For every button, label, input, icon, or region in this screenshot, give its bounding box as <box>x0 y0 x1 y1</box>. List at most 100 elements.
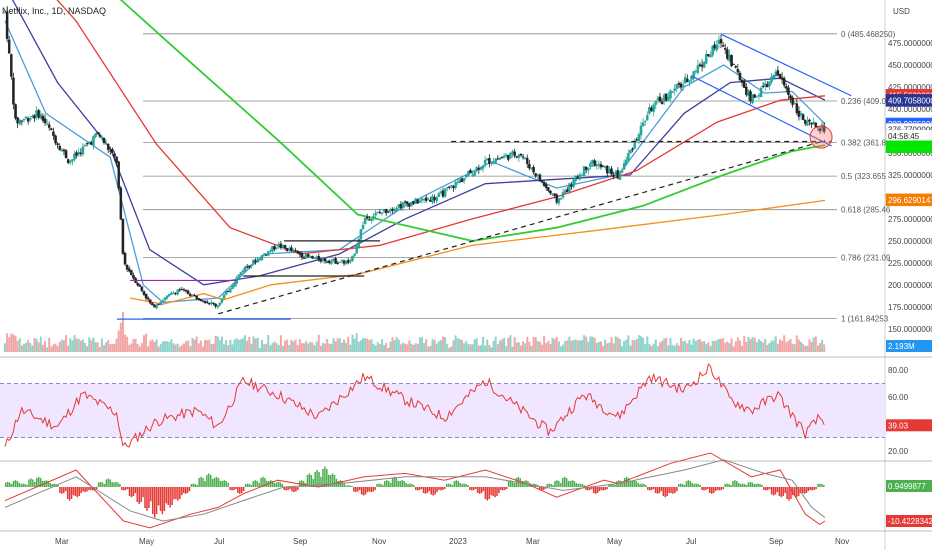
candle-body <box>397 204 401 208</box>
macd-histogram-bar <box>502 487 504 491</box>
macd-histogram-bar <box>260 477 262 487</box>
volume-bar <box>67 345 70 352</box>
volume-bar <box>353 338 356 352</box>
macd-histogram-bar <box>803 487 806 494</box>
macd-histogram-bar <box>138 487 140 504</box>
macd-histogram-bar <box>88 487 90 491</box>
candle-body <box>113 153 116 157</box>
trendline[interactable] <box>720 33 852 97</box>
highlight-circle[interactable] <box>809 125 833 149</box>
candle-body <box>170 292 173 295</box>
volume-bar <box>305 341 308 352</box>
macd-histogram-bar <box>395 477 398 487</box>
macd-histogram-bar <box>121 487 123 491</box>
volume-bar <box>724 342 727 352</box>
price-tick-label: 400.0000000 <box>888 105 932 114</box>
volume-bar <box>698 339 701 352</box>
volume-bar <box>652 343 655 352</box>
candle-body <box>679 83 683 88</box>
candle-body <box>176 289 179 295</box>
macd-histogram-bar <box>701 487 703 491</box>
candle-body <box>576 176 580 179</box>
macd-histogram-bar <box>362 487 365 496</box>
time-axis[interactable]: Mar May Jul Sep Nov 2023 Mar May Jul Sep Nov <box>55 537 849 546</box>
candle-body <box>603 166 607 168</box>
macd-histogram-bar <box>101 482 104 487</box>
volume-bar <box>172 343 175 352</box>
candle-body <box>721 45 725 47</box>
volume-bar <box>391 337 394 352</box>
candle-body <box>344 260 348 265</box>
candle-body <box>427 199 430 201</box>
volume-bar <box>688 340 691 352</box>
macd-histogram-bar <box>817 483 819 487</box>
volume-bar <box>216 336 219 352</box>
candle-body <box>330 260 333 264</box>
volume-bar <box>250 343 253 352</box>
volume-bar <box>490 347 493 352</box>
trendline[interactable] <box>690 74 832 147</box>
volume-bar <box>416 343 419 352</box>
candle-body <box>10 54 13 77</box>
macd-histogram-bar <box>471 487 473 491</box>
candle-body <box>208 303 211 305</box>
candle-body <box>483 159 487 165</box>
macd-histogram-bar <box>24 483 26 487</box>
macd-histogram-bar <box>39 477 42 487</box>
volume-bar <box>58 341 61 352</box>
macd-histogram-bar <box>316 470 318 487</box>
macd-histogram-bar <box>445 483 448 487</box>
candle-body <box>313 258 316 260</box>
candle-body <box>412 201 415 204</box>
trendline-layer[interactable] <box>116 33 852 320</box>
macd-histogram-bar <box>291 487 293 492</box>
candle-body <box>791 97 794 105</box>
macd-histogram-bar <box>730 484 732 487</box>
candle-body <box>460 178 464 183</box>
volume-bar <box>547 340 550 352</box>
macd-histogram-bar <box>794 487 796 497</box>
volume-bar <box>772 340 775 352</box>
volume-bar <box>760 340 763 352</box>
candle-body <box>401 202 405 209</box>
candle-body <box>29 118 32 120</box>
trendline[interactable] <box>218 140 826 315</box>
candle-body <box>323 258 327 262</box>
volume-bar <box>568 336 571 352</box>
macd-histogram-bar <box>424 487 427 494</box>
volume-bar <box>260 339 263 352</box>
candle-body <box>216 305 219 308</box>
candle-body <box>782 77 786 86</box>
macd-histogram-bar <box>169 487 171 508</box>
macd-histogram-bar <box>554 480 556 487</box>
candle-body <box>568 183 571 192</box>
candle-body <box>186 290 190 295</box>
macd-histogram-bar <box>652 487 655 490</box>
volume-bar <box>231 344 234 352</box>
candle-body <box>580 175 584 177</box>
volume-bar <box>246 340 249 352</box>
macd-histogram-bar <box>664 487 667 498</box>
candle-body <box>675 84 679 89</box>
macd-histogram-bar <box>250 484 253 487</box>
volume-bar <box>290 339 293 352</box>
candle-body <box>98 134 102 137</box>
macd-histogram-bar <box>358 487 361 491</box>
price-axis[interactable]: 475.0000000 450.0000000 425.0000000 400.000… <box>885 39 932 352</box>
fib-level-label: 0.618 (285.46 <box>841 206 891 215</box>
macd-histogram-bar <box>604 487 607 491</box>
macd-histogram-bar <box>447 483 450 487</box>
candle-body <box>559 198 563 200</box>
macd-histogram-bar <box>126 487 129 490</box>
volume-bar <box>191 338 194 352</box>
candle-body <box>245 266 249 268</box>
macd-histogram-bar <box>498 487 500 494</box>
candle-body <box>153 304 156 308</box>
candle-body <box>610 168 613 175</box>
macd-histogram-bar <box>509 480 512 487</box>
candle-body <box>711 45 714 56</box>
candle-body <box>723 48 727 50</box>
candle-body <box>441 190 445 197</box>
volume-bar <box>818 343 821 352</box>
